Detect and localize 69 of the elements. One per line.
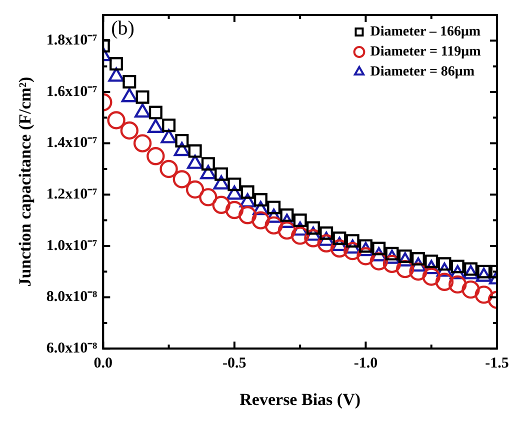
x-tick-label: 0.0	[94, 355, 113, 372]
point	[214, 167, 228, 181]
x-tick-label: -1.0	[354, 355, 378, 372]
point	[254, 193, 268, 207]
legend-label: Diameter = 119μm	[370, 44, 482, 60]
point	[290, 226, 310, 245]
y-axis-title: Junction capacitance (F/cm²)	[16, 76, 35, 287]
y-tick-label: 8.0x10⁻⁸	[46, 289, 98, 306]
point	[136, 90, 150, 104]
point	[343, 242, 362, 260]
y-tick-label: 1.8x10⁻⁷	[46, 32, 98, 49]
point	[398, 249, 412, 263]
point	[172, 170, 192, 188]
x-axis-title: Reverse Bias (V)	[240, 390, 361, 410]
point	[278, 221, 296, 240]
point	[186, 180, 204, 199]
y-tick-label: 1.0x10⁻⁷	[46, 238, 98, 254]
point	[382, 254, 402, 274]
point	[162, 118, 176, 132]
point	[435, 272, 454, 291]
point	[133, 134, 152, 152]
point	[225, 200, 244, 220]
point	[320, 226, 334, 240]
point	[228, 178, 242, 192]
point	[356, 247, 375, 266]
legend-label: Diameter – 166μm	[370, 24, 481, 40]
point	[372, 242, 386, 256]
point	[411, 252, 425, 266]
point	[110, 57, 124, 71]
point	[175, 134, 189, 148]
point	[317, 234, 336, 252]
y-tick-label: 1.6x10⁻⁷	[46, 84, 98, 100]
y-tick-label: 1.4x10⁻⁷	[46, 135, 98, 152]
point	[448, 275, 467, 294]
point	[188, 144, 202, 158]
point	[240, 185, 254, 199]
point	[146, 147, 165, 166]
point	[409, 262, 428, 281]
point	[370, 252, 388, 270]
point	[199, 188, 218, 206]
point	[422, 268, 440, 286]
point	[358, 239, 372, 253]
legend-label: Diameter = 86μm	[370, 64, 475, 80]
point	[385, 246, 399, 260]
point	[160, 160, 178, 178]
point	[122, 74, 136, 88]
point	[212, 196, 230, 214]
point	[396, 260, 414, 278]
point	[293, 214, 307, 228]
point	[306, 221, 320, 235]
point	[238, 206, 257, 224]
point	[120, 121, 139, 140]
x-tick-label: -0.5	[222, 355, 246, 372]
point	[148, 106, 162, 120]
point	[330, 239, 349, 258]
point	[264, 216, 283, 235]
annotation: (b)	[111, 17, 134, 40]
point	[424, 254, 438, 268]
y-tick-label: 1.2x10⁻⁷	[46, 186, 98, 203]
point	[267, 200, 281, 214]
point	[462, 280, 480, 299]
point	[201, 157, 215, 171]
point	[474, 286, 493, 304]
x-tick-label: -1.5	[485, 355, 509, 372]
y-tick-label: 6.0x10⁻⁸	[46, 340, 98, 356]
point	[304, 229, 322, 248]
point	[107, 111, 126, 130]
point	[252, 211, 270, 230]
point	[332, 232, 346, 246]
